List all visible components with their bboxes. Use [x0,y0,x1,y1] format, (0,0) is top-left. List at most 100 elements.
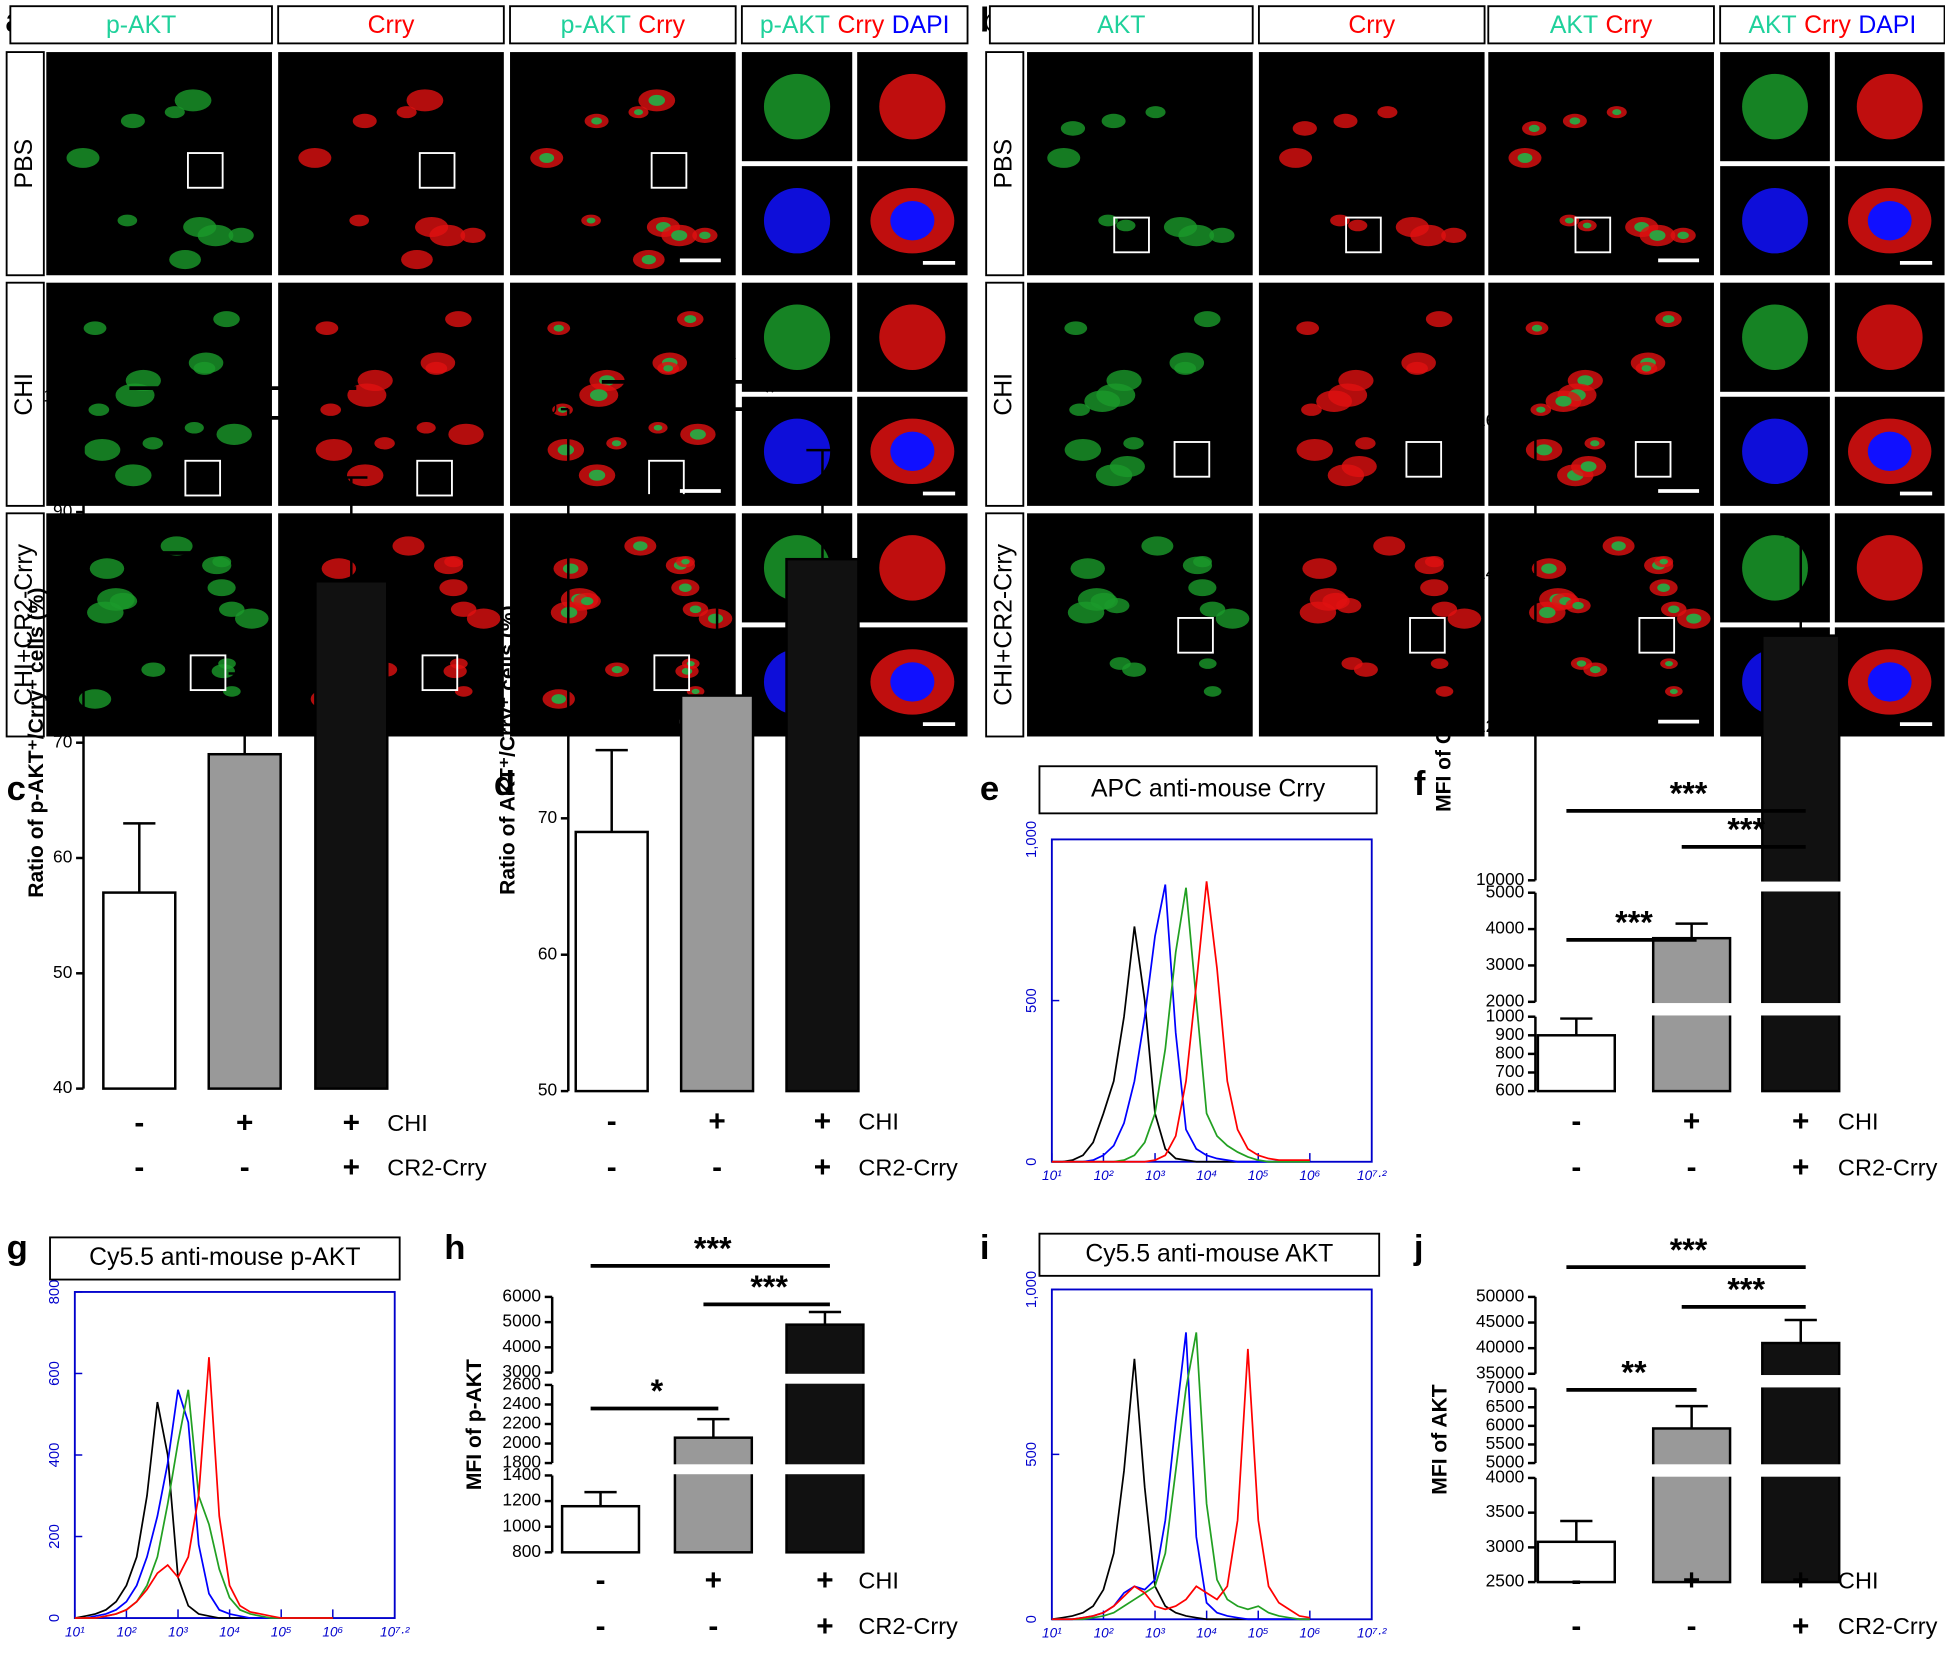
condition-sign: - [596,1564,606,1597]
cell [184,422,204,434]
cell [78,689,112,709]
roi-box [1409,617,1446,654]
significance-label: *** [750,1269,788,1305]
condition-name: CHI [858,1567,899,1593]
x-tick-label: 10² [1094,1168,1114,1183]
cell [1425,311,1453,328]
y-tick-label: 800 [1495,1042,1524,1062]
x-tick-label: 10⁵ [1248,1626,1269,1641]
cell [66,148,100,168]
histogram-curve [74,1357,333,1619]
x-tick-label: 10¹ [1042,1626,1062,1641]
histogram-curve [1051,887,1310,1163]
cell [1301,403,1322,416]
cell [1203,686,1222,697]
y-tick-label: 6500 [1486,1396,1525,1416]
condition-name: CHI [1838,1109,1879,1135]
roi-box [1638,617,1676,654]
y-tick-label: 3000 [1486,954,1525,974]
axis-break [1534,881,1843,892]
cell [87,601,124,624]
roi-box [418,152,456,189]
header-word: p-AKT [561,12,631,39]
column-header: p-AKT Crry DAPI [760,12,950,39]
condition-sign: - [1571,1105,1581,1138]
significance-label: *** [698,347,736,383]
y-tick-label: 200 [47,1524,63,1549]
header-word: DAPI [1858,12,1916,39]
condition-sign: - [712,1151,722,1184]
cell [1104,598,1130,614]
y-tick-label: 50 [538,1080,557,1100]
y-tick-label: 50000 [1476,1285,1524,1305]
nucleus-zoom [890,662,935,702]
y-tick-label: 400 [47,1443,63,1468]
y-axis-label: MFI of Crry [1432,700,1455,811]
cell-core [663,365,674,372]
condition-sign: + [343,1151,360,1184]
error-bar [595,748,628,832]
bar [574,830,649,1093]
condition-sign: - [134,1106,144,1139]
axis-break [1534,1375,1843,1388]
cell-core [1659,558,1668,565]
y-axis-label: MFI of p-AKT [463,1359,486,1490]
y-tick-label: 4000 [1486,918,1525,938]
cell-core [1677,231,1689,240]
condition-sign: + [816,1564,833,1597]
cell-core [1589,666,1601,674]
cell [1336,598,1362,614]
histogram-curve [1051,881,1310,1163]
y-tick-label: 70 [53,731,72,751]
y-tick-label: 2200 [502,1413,541,1433]
condition-sign: - [607,1151,617,1184]
header-word: Crry [368,12,415,39]
cell [117,214,138,227]
panel-letter: e [980,770,999,808]
roi-box [189,654,227,692]
cell-zoom [1742,535,1808,601]
title-box [49,1236,401,1281]
error-bar [806,448,839,560]
y-tick-label: 50 [53,962,72,982]
significance-label: * [764,374,777,410]
cell [213,311,240,328]
y-axis-label: Ratio of AKT⁺/Crry⁺ cells (%) [496,605,519,894]
cell-zoom [763,304,831,370]
cell [396,106,417,119]
cell-core [1576,660,1587,667]
cell-core [1564,217,1574,224]
panel-letter: g [7,1229,28,1267]
error-bar [1675,922,1708,939]
condition-sign: - [1687,1610,1697,1643]
cell [460,227,486,243]
row-label-box [5,51,45,277]
cell-core [557,444,575,456]
y-tick-label: 4000 [502,1336,541,1356]
histogram-curve [1051,1332,1310,1621]
cell-core [633,109,644,116]
bar [560,1504,641,1554]
cell [1109,657,1131,670]
condition-sign: + [814,1105,831,1138]
cell [1141,536,1174,556]
axis-break [1534,1464,1843,1477]
cell [89,558,125,579]
x-tick-label: 10⁵ [271,1625,292,1640]
cell [218,658,236,669]
cell [1178,224,1215,247]
y-tick-label: 500 [1024,988,1040,1013]
row-label: PBS [990,139,1017,189]
cell [1101,113,1126,129]
x-tick-label: 10⁴ [219,1625,240,1640]
cell [193,361,216,375]
cell [228,227,254,243]
plot-frame [73,1291,396,1619]
cell [1410,224,1446,247]
y-tick-label: 2000 [1486,990,1525,1010]
condition-sign: - [240,1151,250,1184]
condition-sign: + [343,1106,360,1139]
roi-box [1113,216,1150,254]
panel-letter: d [494,765,515,803]
cell-core [562,563,579,574]
